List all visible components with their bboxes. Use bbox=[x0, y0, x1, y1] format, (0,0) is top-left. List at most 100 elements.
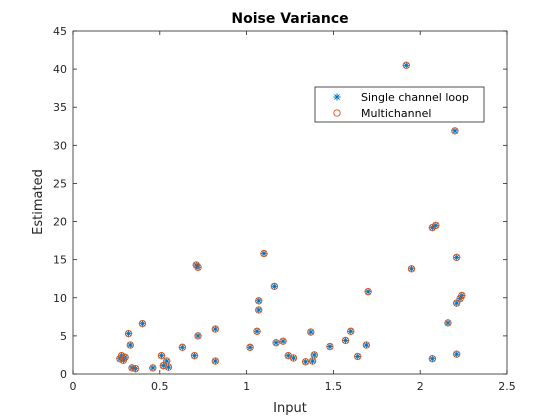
point-multichannel bbox=[301, 358, 310, 366]
point-single-channel-loop bbox=[270, 282, 278, 290]
point-single-channel-loop bbox=[451, 127, 459, 135]
point-multichannel bbox=[341, 336, 350, 345]
y-axis-label: Estimated bbox=[31, 169, 46, 235]
point-multichannel bbox=[211, 325, 220, 333]
point-single-channel-loop bbox=[302, 358, 310, 366]
y-tick-label: 0 bbox=[60, 368, 67, 381]
legend-circle-marker bbox=[333, 109, 341, 117]
point-single-channel-loop bbox=[126, 341, 134, 349]
point-multichannel bbox=[211, 357, 220, 365]
x-tick-label: 0.5 bbox=[151, 380, 169, 393]
x-tick-label: 1 bbox=[243, 380, 250, 393]
point-single-channel-loop bbox=[194, 332, 202, 340]
y-tick-label: 20 bbox=[53, 216, 67, 229]
point-single-channel-loop bbox=[260, 249, 268, 258]
point-multichannel bbox=[159, 361, 167, 370]
x-tick-label: 0 bbox=[70, 380, 77, 393]
point-multichannel bbox=[364, 288, 372, 296]
point-multichannel bbox=[126, 341, 134, 349]
point-multichannel bbox=[164, 363, 173, 371]
point-multichannel bbox=[194, 332, 202, 340]
x-tick-label: 2 bbox=[417, 380, 424, 393]
point-single-channel-loop bbox=[253, 327, 261, 335]
point-single-channel-loop bbox=[428, 355, 436, 363]
point-multichannel bbox=[362, 341, 371, 349]
point-multichannel bbox=[131, 365, 140, 373]
y-tick-label: 45 bbox=[53, 25, 67, 38]
point-multichannel bbox=[157, 352, 166, 360]
point-single-channel-loop bbox=[255, 306, 263, 314]
point-single-channel-loop bbox=[364, 288, 372, 296]
point-single-channel-loop bbox=[326, 342, 334, 351]
data-points bbox=[116, 61, 466, 373]
legend: Single channel loop Multichannel bbox=[314, 86, 485, 123]
point-single-channel-loop bbox=[211, 357, 219, 365]
point-multichannel bbox=[253, 327, 261, 335]
point-single-channel-loop bbox=[211, 325, 219, 333]
point-multichannel bbox=[194, 263, 202, 271]
point-multichannel bbox=[354, 352, 362, 361]
point-multichannel bbox=[149, 364, 157, 372]
point-multichannel bbox=[272, 339, 280, 347]
point-single-channel-loop bbox=[347, 327, 355, 335]
point-multichannel bbox=[255, 297, 263, 305]
axes-box bbox=[72, 30, 508, 375]
point-single-channel-loop bbox=[362, 341, 370, 349]
point-multichannel bbox=[178, 343, 187, 351]
point-multichannel bbox=[192, 261, 200, 269]
y-tick-label: 5 bbox=[60, 330, 67, 343]
y-tick-label: 40 bbox=[53, 63, 67, 76]
point-single-channel-loop bbox=[310, 351, 318, 359]
point-single-channel-loop bbox=[407, 265, 416, 273]
point-single-channel-loop bbox=[190, 352, 199, 360]
point-single-channel-loop bbox=[308, 357, 317, 365]
point-multichannel bbox=[347, 327, 355, 335]
y-tick-label: 15 bbox=[53, 254, 67, 267]
point-multichannel bbox=[453, 299, 461, 307]
point-single-channel-loop bbox=[157, 352, 166, 360]
point-single-channel-loop bbox=[178, 343, 186, 351]
point-multichannel bbox=[407, 265, 416, 273]
point-single-channel-loop bbox=[341, 336, 350, 345]
point-single-channel-loop bbox=[453, 253, 461, 261]
point-multichannel bbox=[453, 350, 461, 358]
point-multichannel bbox=[451, 127, 459, 135]
y-tick-label: 30 bbox=[53, 139, 67, 152]
point-multichannel bbox=[289, 354, 298, 362]
point-multichannel bbox=[128, 364, 136, 372]
point-multichannel bbox=[310, 351, 318, 359]
point-single-channel-loop bbox=[432, 221, 440, 229]
point-single-channel-loop bbox=[272, 339, 280, 347]
point-single-channel-loop bbox=[255, 297, 263, 305]
point-multichannel bbox=[428, 355, 437, 363]
point-multichannel bbox=[138, 320, 147, 328]
point-single-channel-loop bbox=[453, 350, 461, 358]
y-tick-label: 35 bbox=[53, 101, 67, 114]
legend-label-single-channel-loop: Single channel loop bbox=[361, 91, 469, 104]
point-multichannel bbox=[270, 282, 279, 290]
point-single-channel-loop bbox=[124, 330, 133, 338]
point-multichannel bbox=[453, 253, 461, 262]
point-single-channel-loop bbox=[402, 61, 410, 69]
x-tick-label: 1.5 bbox=[325, 380, 343, 393]
point-multichannel bbox=[260, 249, 268, 258]
point-single-channel-loop bbox=[444, 319, 452, 327]
point-multichannel bbox=[279, 337, 287, 345]
legend-marker-single-channel-loop bbox=[333, 93, 341, 101]
x-axis-label: Input bbox=[273, 401, 307, 416]
legend-marker-multichannel bbox=[333, 109, 341, 117]
legend-asterisk-marker bbox=[333, 93, 341, 101]
x-tick-label: 2.5 bbox=[498, 380, 516, 393]
point-multichannel bbox=[121, 353, 129, 361]
point-single-channel-loop bbox=[428, 224, 436, 232]
point-multichannel bbox=[458, 291, 466, 300]
point-multichannel bbox=[255, 306, 263, 314]
y-tick-label: 10 bbox=[53, 292, 67, 305]
point-multichannel bbox=[117, 352, 126, 360]
point-multichannel bbox=[444, 319, 452, 327]
point-single-channel-loop bbox=[149, 364, 157, 372]
point-single-channel-loop bbox=[246, 343, 254, 351]
point-multichannel bbox=[124, 329, 133, 338]
chart-title: Noise Variance bbox=[231, 11, 348, 27]
